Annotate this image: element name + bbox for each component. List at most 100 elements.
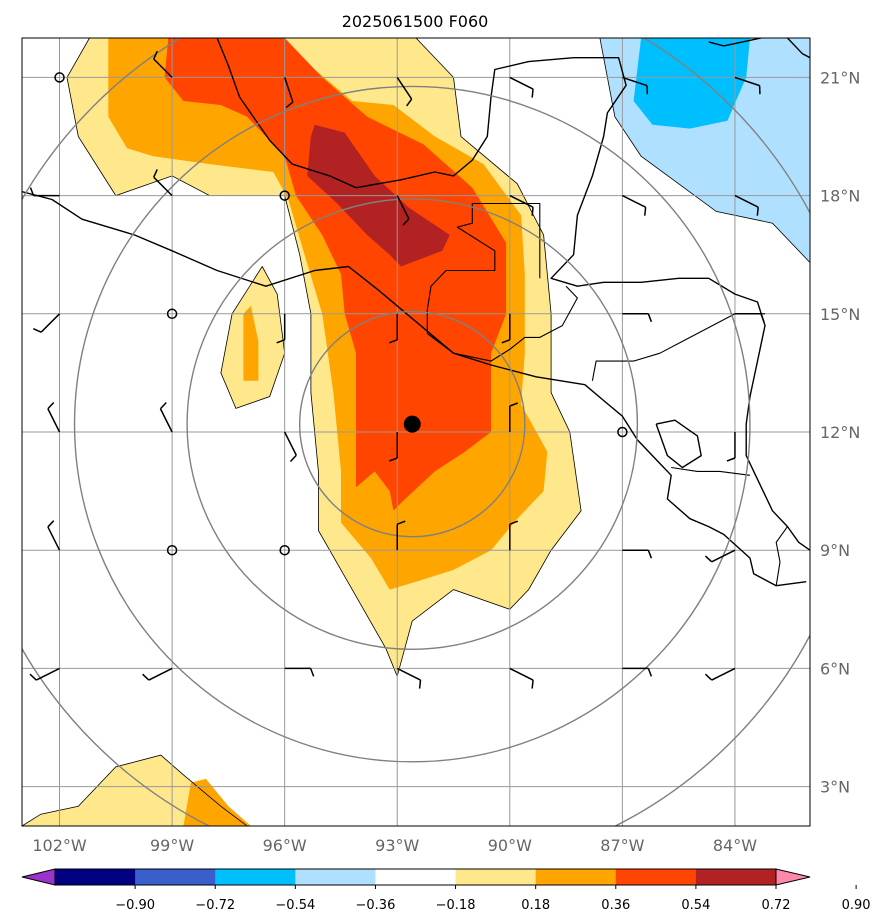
wind-barb-flag bbox=[509, 520, 519, 525]
wind-barb-staff bbox=[396, 195, 410, 220]
shaded-region-pos_2 bbox=[243, 305, 259, 381]
latitude-label: 6°N bbox=[820, 659, 850, 678]
country-border bbox=[775, 526, 788, 586]
colorbar: −0.90 −0.72 −0.54 −0.36 −0.18 0.18 0.36 0.54 0.7… bbox=[21, 868, 871, 913]
longitude-label: 93°W bbox=[375, 836, 419, 855]
latitude-label: 21°N bbox=[820, 68, 860, 87]
wind-barb-staff bbox=[153, 176, 173, 197]
colorbar-extend-high bbox=[775, 868, 811, 886]
colorbar-tick-label: −0.54 bbox=[275, 898, 315, 913]
coastline-layer bbox=[22, 38, 810, 587]
wind-barb-staff bbox=[40, 313, 61, 333]
colorbar-tick-label: 0.90 bbox=[842, 898, 871, 913]
calm-wind-marker bbox=[279, 190, 290, 201]
latitude-label: 3°N bbox=[820, 778, 850, 797]
wind-barb-layer bbox=[29, 50, 765, 689]
longitude-label: 84°W bbox=[713, 836, 757, 855]
colorbar-extend-low bbox=[21, 868, 56, 886]
wind-barb-flag bbox=[406, 98, 413, 107]
wind-barb-staff bbox=[711, 667, 736, 681]
map-plot-area bbox=[22, 38, 810, 826]
latitude-label: 12°N bbox=[820, 423, 860, 442]
coastline bbox=[786, 38, 810, 59]
latitude-label: 15°N bbox=[820, 305, 860, 324]
colorbar-segment bbox=[135, 869, 216, 885]
wind-barb-staff bbox=[35, 667, 60, 681]
wind-barb-flag bbox=[309, 668, 315, 677]
longitude-label: 90°W bbox=[488, 836, 532, 855]
wind-barb-staff bbox=[153, 58, 173, 78]
wind-barb-staff bbox=[396, 667, 421, 681]
latitude-tick-labels: 3°N 6°N 9°N 12°N 15°N 18°N 21°N bbox=[820, 68, 860, 796]
range-ring bbox=[298, 310, 526, 538]
colorbar-frame bbox=[54, 868, 777, 886]
colorbar-tick-label: 0.72 bbox=[762, 898, 791, 913]
wind-barb-flag bbox=[285, 101, 294, 109]
colorbar-segment bbox=[375, 869, 457, 885]
colorbar-tick-label: 0.18 bbox=[521, 898, 550, 913]
storm-center-dot bbox=[403, 415, 421, 433]
wind-barb-flag bbox=[29, 673, 37, 681]
contour-line bbox=[22, 754, 248, 826]
wind-barb-flag bbox=[704, 673, 713, 681]
wind-barb-flag bbox=[726, 457, 736, 462]
wind-barb-staff bbox=[283, 431, 297, 456]
wind-barb-flag bbox=[276, 339, 285, 344]
colorbar-tick-label: −0.72 bbox=[195, 898, 235, 913]
range-ring bbox=[73, 85, 751, 763]
colorbar-tick-label: 0.54 bbox=[681, 898, 710, 913]
wind-barb-staff bbox=[159, 408, 173, 433]
latitude-label: 18°N bbox=[820, 187, 860, 206]
wind-barb-staff bbox=[711, 549, 736, 563]
wind-barb-flag bbox=[531, 88, 534, 98]
wind-barb-flag bbox=[418, 679, 422, 689]
wind-barb-flag bbox=[153, 169, 158, 178]
wind-barb-staff bbox=[283, 77, 294, 103]
longitude-label: 99°W bbox=[150, 836, 194, 855]
colorbar-tick-label: −0.90 bbox=[115, 898, 155, 913]
colorbar-tick-label: −0.18 bbox=[436, 898, 476, 913]
country-border bbox=[426, 285, 578, 362]
colorbar-segment bbox=[55, 869, 136, 885]
country-border bbox=[671, 466, 751, 476]
calm-wind-marker bbox=[166, 544, 178, 556]
wind-barb-flag bbox=[647, 313, 653, 323]
longitude-tick-labels: 102°W 99°W 96°W 93°W 90°W 87°W 84°W bbox=[32, 836, 757, 855]
coastline bbox=[216, 38, 810, 551]
wind-barb-flag bbox=[643, 207, 647, 216]
coastline bbox=[708, 38, 762, 47]
range-ring-layer bbox=[22, 38, 810, 826]
wind-barb-staff bbox=[47, 526, 61, 551]
calm-wind-marker bbox=[279, 544, 290, 556]
wind-barb-staff bbox=[622, 76, 648, 87]
contour-line bbox=[599, 38, 810, 264]
wind-barb-flag bbox=[388, 457, 398, 462]
shaded-region-pos_3 bbox=[164, 38, 507, 511]
colorbar-segment bbox=[215, 869, 296, 885]
wind-barb-flag bbox=[29, 187, 35, 196]
country-border bbox=[591, 313, 765, 381]
colorbar-segment bbox=[535, 869, 617, 885]
wind-barb-flag bbox=[33, 327, 42, 333]
wind-barb-flag bbox=[142, 673, 150, 681]
calm-wind-marker bbox=[54, 72, 65, 83]
wind-barb-staff bbox=[509, 76, 534, 90]
wind-barb-flag bbox=[647, 549, 653, 559]
colorbar-tick-label: −0.36 bbox=[356, 898, 396, 913]
colorbar-segment bbox=[695, 869, 777, 885]
calm-wind-marker bbox=[617, 426, 628, 438]
coastline bbox=[655, 419, 702, 469]
wind-barb-flag bbox=[501, 339, 511, 344]
wind-barb-flag bbox=[153, 50, 158, 60]
wind-barb-flag bbox=[402, 218, 410, 226]
colorbar-segment bbox=[455, 869, 537, 885]
shaded-region-neg_2 bbox=[633, 38, 750, 129]
wind-barb-staff bbox=[509, 194, 534, 208]
wind-barb-staff bbox=[148, 667, 173, 681]
wind-barb-flag bbox=[396, 520, 406, 525]
wind-barb-flag bbox=[531, 207, 534, 216]
longitude-label: 102°W bbox=[32, 836, 87, 855]
wind-barb-flag bbox=[388, 339, 398, 344]
calm-wind-marker bbox=[166, 308, 178, 320]
